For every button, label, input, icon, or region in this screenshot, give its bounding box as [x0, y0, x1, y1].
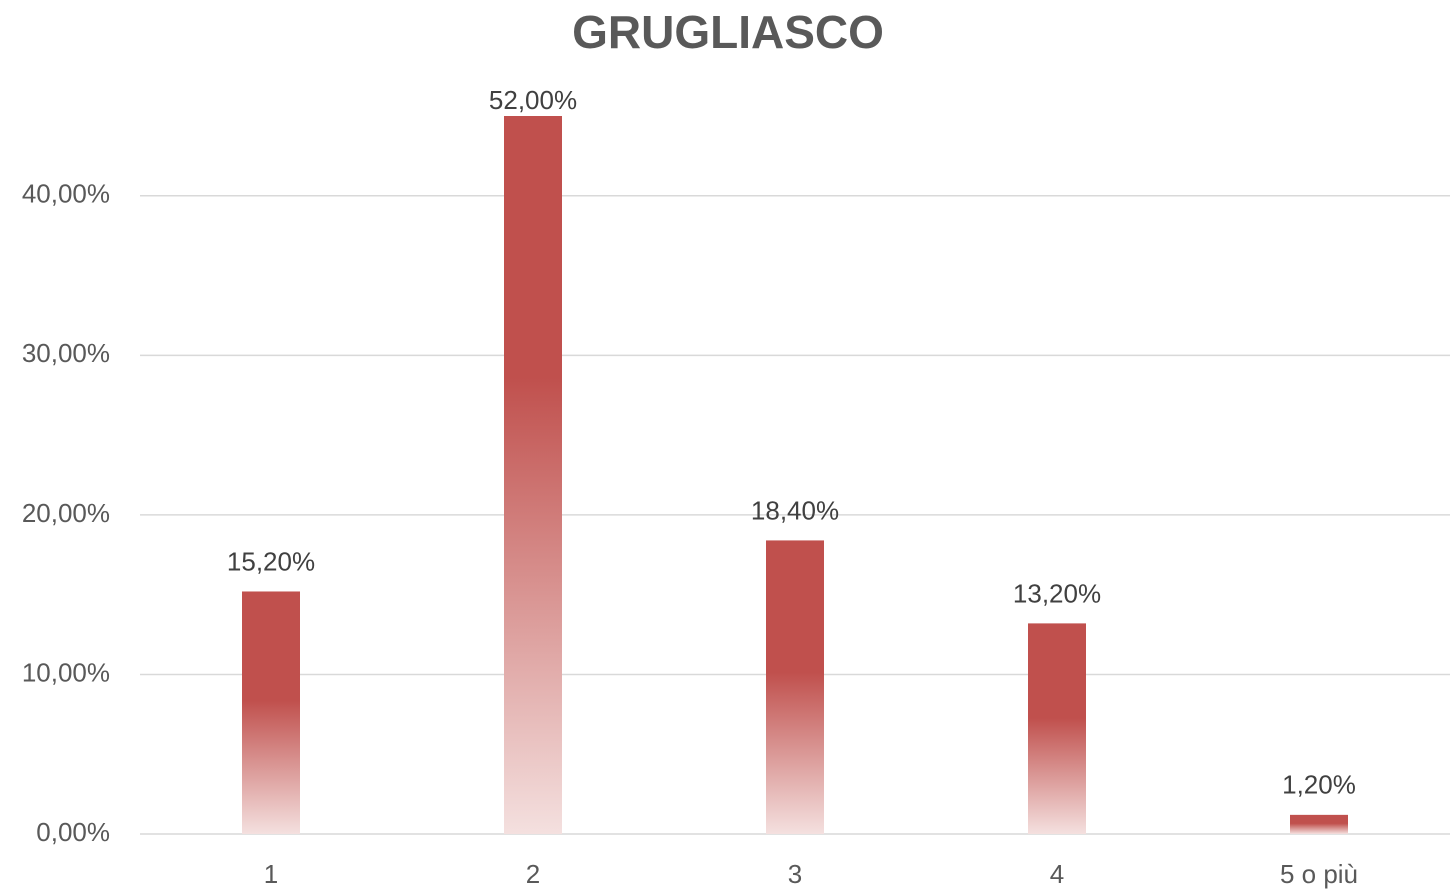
- y-tick-label: 30,00%: [22, 338, 110, 368]
- chart-title: GRUGLIASCO: [572, 6, 884, 58]
- bars: [242, 116, 1348, 835]
- y-tick-label: 20,00%: [22, 498, 110, 528]
- y-tick-label: 40,00%: [22, 179, 110, 209]
- x-tick-label: 4: [1050, 859, 1064, 889]
- bar: [242, 591, 300, 834]
- x-tick-label: 2: [526, 859, 540, 889]
- value-label: 52,00%: [489, 85, 577, 115]
- x-tick-label: 3: [788, 859, 802, 889]
- bar: [766, 540, 824, 834]
- bar: [1290, 814, 1348, 834]
- value-label: 18,40%: [751, 495, 839, 525]
- value-label: 13,20%: [1013, 578, 1101, 608]
- y-tick-label: 10,00%: [22, 657, 110, 687]
- x-tick-label: 1: [264, 859, 278, 889]
- y-tick-label: 0,00%: [36, 817, 110, 847]
- value-label: 15,20%: [227, 546, 315, 576]
- bar: [504, 116, 562, 835]
- x-tick-label: 5 o più: [1280, 859, 1358, 889]
- bar: [1028, 623, 1086, 834]
- value-label: 1,20%: [1282, 770, 1356, 800]
